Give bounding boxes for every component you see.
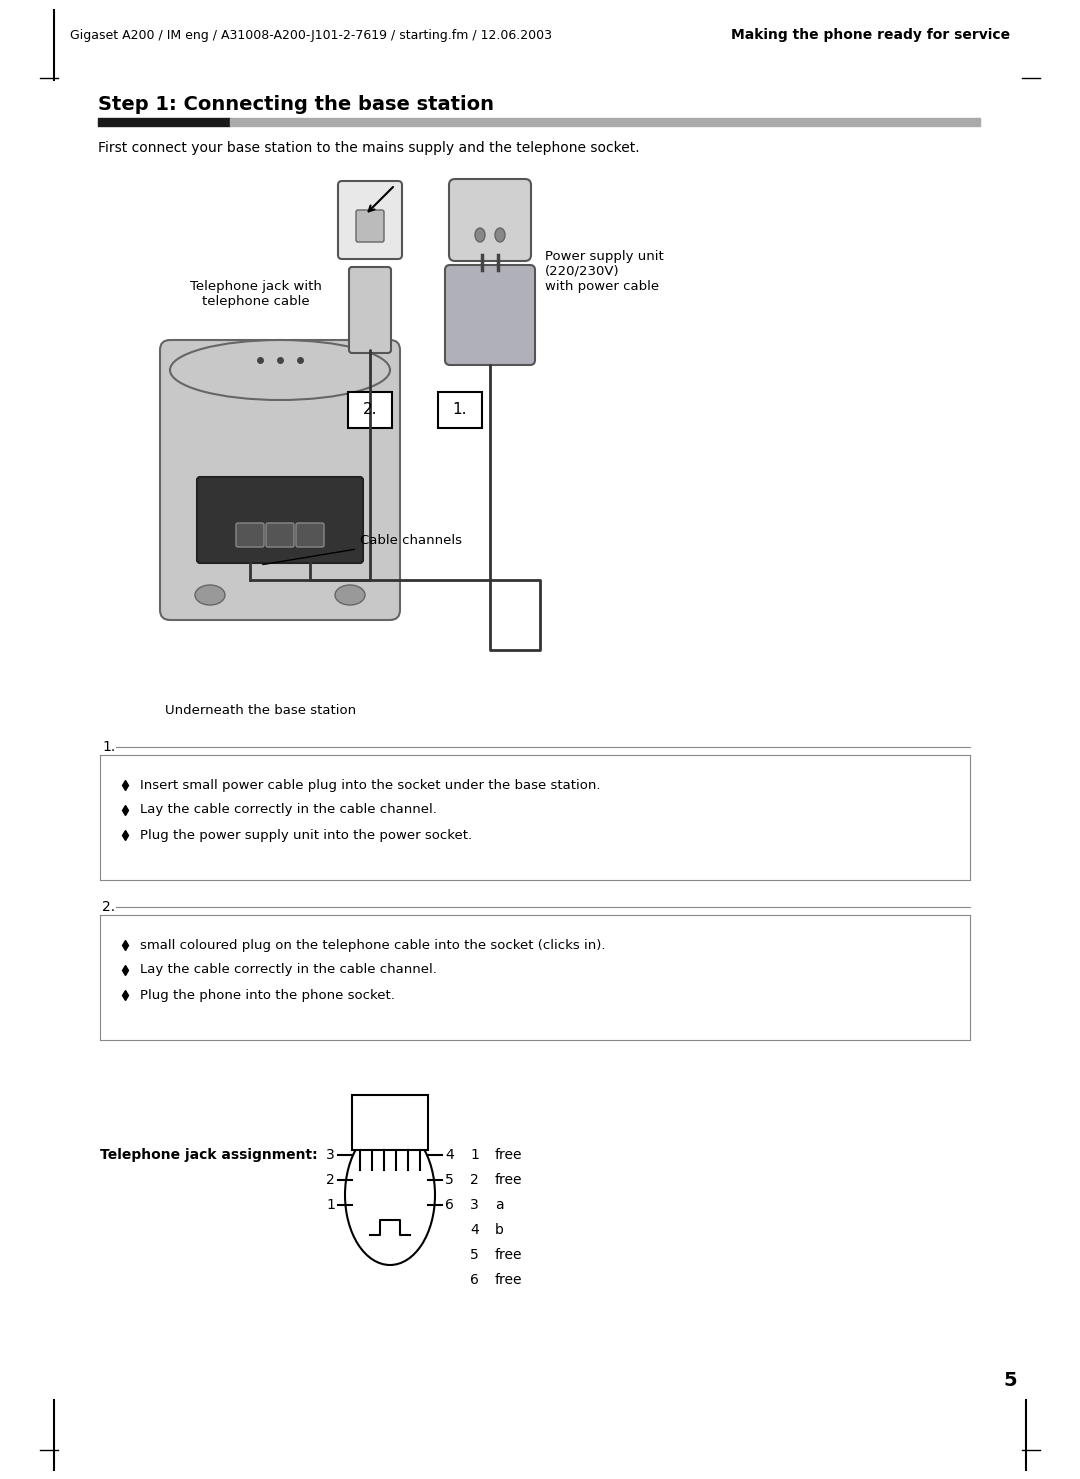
Text: 4: 4 (445, 1148, 454, 1162)
Text: 2.: 2. (102, 901, 116, 914)
Text: Making the phone ready for service: Making the phone ready for service (731, 28, 1010, 41)
Text: 6: 6 (445, 1198, 454, 1211)
Text: free: free (495, 1273, 523, 1287)
Text: 5: 5 (1003, 1371, 1016, 1389)
FancyBboxPatch shape (160, 340, 400, 620)
Text: 2: 2 (470, 1173, 478, 1188)
FancyBboxPatch shape (349, 268, 391, 353)
Ellipse shape (195, 586, 225, 605)
Text: Underneath the base station: Underneath the base station (165, 704, 356, 716)
FancyBboxPatch shape (449, 179, 531, 260)
Ellipse shape (475, 228, 485, 243)
Text: 5: 5 (470, 1248, 478, 1262)
Text: Telephone jack with
telephone cable: Telephone jack with telephone cable (190, 280, 322, 308)
FancyBboxPatch shape (197, 478, 363, 563)
Text: Cable channels: Cable channels (262, 534, 462, 565)
Text: Plug the power supply unit into the power socket.: Plug the power supply unit into the powe… (140, 828, 472, 842)
Text: 1: 1 (470, 1148, 478, 1162)
Text: Gigaset A200 / IM eng / A31008-A200-J101-2-7619 / starting.fm / 12.06.2003: Gigaset A200 / IM eng / A31008-A200-J101… (70, 28, 552, 41)
Text: 4: 4 (470, 1223, 478, 1236)
Text: 2: 2 (326, 1173, 335, 1188)
Text: Step 1: Connecting the base station: Step 1: Connecting the base station (98, 96, 494, 114)
Ellipse shape (495, 228, 505, 243)
Text: 6: 6 (470, 1273, 478, 1287)
Text: 1.: 1. (453, 402, 468, 417)
FancyBboxPatch shape (438, 392, 482, 427)
Text: 1: 1 (326, 1198, 335, 1211)
Text: b: b (495, 1223, 504, 1236)
Text: Lay the cable correctly in the cable channel.: Lay the cable correctly in the cable cha… (140, 963, 437, 976)
Text: Lay the cable correctly in the cable channel.: Lay the cable correctly in the cable cha… (140, 803, 437, 816)
Text: 3: 3 (470, 1198, 478, 1211)
Text: 1.: 1. (102, 740, 116, 754)
Text: a: a (495, 1198, 503, 1211)
Text: Telephone jack assignment:: Telephone jack assignment: (100, 1148, 318, 1162)
Text: 3: 3 (326, 1148, 335, 1162)
Ellipse shape (345, 1126, 435, 1265)
FancyBboxPatch shape (338, 180, 402, 259)
Text: Insert small power cable plug into the socket under the base station.: Insert small power cable plug into the s… (140, 778, 600, 791)
Text: First connect your base station to the mains supply and the telephone socket.: First connect your base station to the m… (98, 141, 639, 155)
Ellipse shape (170, 340, 390, 399)
FancyBboxPatch shape (445, 265, 535, 365)
Text: free: free (495, 1148, 523, 1162)
FancyBboxPatch shape (356, 210, 384, 243)
Text: free: free (495, 1248, 523, 1262)
Text: Plug the phone into the phone socket.: Plug the phone into the phone socket. (140, 988, 395, 1001)
FancyBboxPatch shape (352, 1094, 428, 1151)
Text: free: free (495, 1173, 523, 1188)
Text: Power supply unit
(220/230V)
with power cable: Power supply unit (220/230V) with power … (545, 250, 664, 293)
FancyBboxPatch shape (296, 524, 324, 547)
FancyBboxPatch shape (237, 524, 264, 547)
Text: small coloured plug on the telephone cable into the socket (clicks in).: small coloured plug on the telephone cab… (140, 939, 606, 951)
Text: 2.: 2. (363, 402, 377, 417)
FancyBboxPatch shape (348, 392, 392, 427)
Text: 5: 5 (445, 1173, 454, 1188)
Ellipse shape (335, 586, 365, 605)
FancyBboxPatch shape (266, 524, 294, 547)
